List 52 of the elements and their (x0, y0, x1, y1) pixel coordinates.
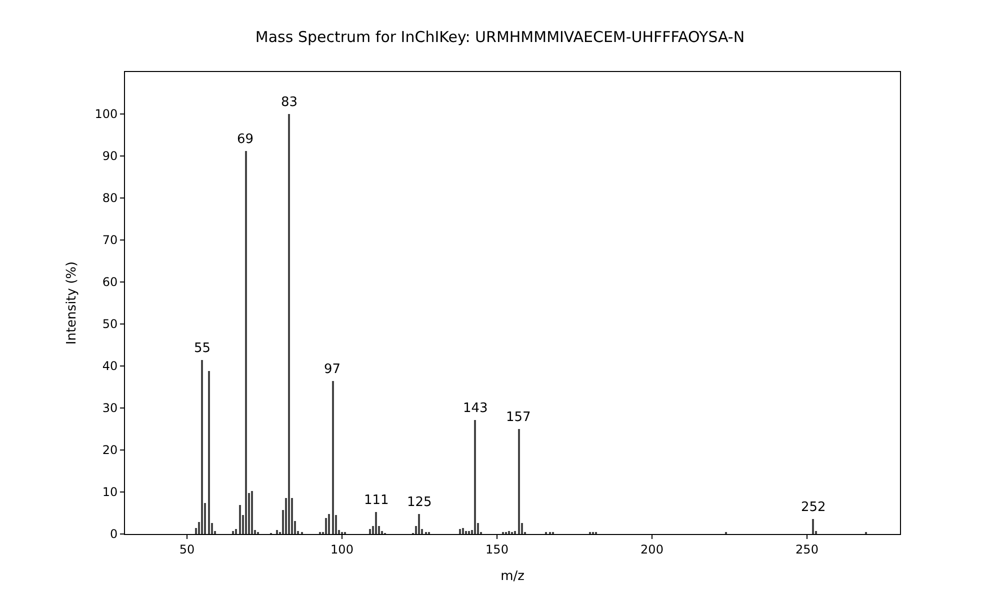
annotation: 69 (237, 132, 254, 147)
chart-title: Mass Spectrum for InChIKey: URMHMMMIVAECEM-UHFFFAOYSA-N (255, 28, 745, 46)
y-tick-label: 20 (102, 443, 118, 458)
annotation: 111 (364, 493, 389, 508)
bar (369, 529, 371, 534)
bar (239, 505, 241, 534)
bar (518, 429, 520, 534)
bar (328, 514, 330, 534)
annotation: 125 (407, 495, 432, 510)
annotation: 252 (801, 500, 826, 515)
x-axis-title: m/z (500, 569, 525, 584)
bar (288, 114, 290, 534)
bar (812, 519, 814, 534)
x-tick-label: 100 (330, 542, 354, 556)
y-tick-label: 100 (94, 107, 118, 122)
annotation: 97 (324, 362, 341, 377)
bar (468, 531, 470, 534)
bar (459, 529, 461, 534)
bar (514, 531, 516, 534)
bar (201, 360, 203, 534)
y-tick-label: 80 (102, 191, 118, 206)
x-tick-label: 50 (179, 542, 195, 556)
bar (325, 518, 327, 534)
bar (418, 514, 420, 534)
bar (251, 491, 253, 534)
bar (474, 420, 476, 534)
bar (465, 531, 467, 534)
x-tick-label: 200 (640, 542, 664, 556)
annotation: 157 (506, 410, 531, 425)
y-tick-label: 40 (102, 359, 118, 374)
y-tick-label: 0 (110, 527, 118, 542)
bar (375, 512, 377, 534)
y-tick-label: 70 (102, 233, 118, 248)
x-tick-label: 250 (796, 542, 818, 556)
y-tick-label: 50 (102, 317, 118, 332)
bar (276, 530, 278, 534)
y-tick-label: 90 (102, 149, 118, 164)
x-tick-label: 150 (486, 542, 508, 556)
annotation: 83 (281, 95, 298, 110)
bar (208, 371, 210, 534)
y-tick-label: 60 (102, 275, 118, 290)
bar (462, 528, 464, 534)
y-axis-title: Intensity (%) (64, 261, 80, 345)
y-tick-label: 30 (102, 401, 118, 416)
bar (235, 529, 237, 534)
y-tick-label: 10 (102, 485, 118, 500)
bar (508, 531, 510, 534)
bar (245, 151, 247, 534)
annotation: 143 (463, 401, 488, 416)
bar (232, 531, 234, 534)
bar (332, 381, 334, 534)
annotation: 55 (194, 341, 211, 356)
